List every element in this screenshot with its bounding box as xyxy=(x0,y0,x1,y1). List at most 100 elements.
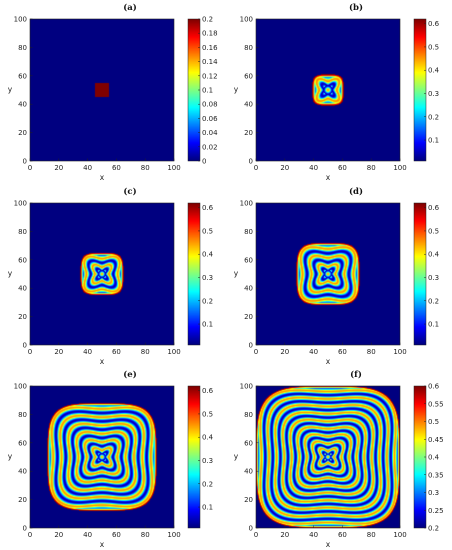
x-tick-label: 0 xyxy=(254,164,258,172)
x-tick-label: 0 xyxy=(28,164,32,172)
colorbar-tick-label: 0.45 xyxy=(428,436,444,444)
colorbar-tick-label: 0.2 xyxy=(202,480,213,488)
colorbar-tick-label: 0.2 xyxy=(428,525,439,533)
plot-frame xyxy=(29,18,175,162)
x-tick-label: 40 xyxy=(83,348,92,356)
y-tick-label: 40 xyxy=(18,468,27,476)
colorbar-tick-label: 0.04 xyxy=(202,129,218,137)
chart-svg: (f) 0 20 40 60 80 100 0 20 40 60 80 100 x y 0.2 0.25 0.3 0… xyxy=(234,369,444,549)
x-tick-label: 100 xyxy=(393,348,406,356)
colorbar-tick-label: 0.4 xyxy=(428,67,440,75)
y-tick-label: 60 xyxy=(244,439,253,447)
y-tick-label: 60 xyxy=(18,439,27,447)
y-tick-label: 80 xyxy=(244,411,253,419)
y-tick-label: 20 xyxy=(18,313,27,321)
colorbar-tick-label: 0.6 xyxy=(428,204,440,212)
chart-svg: (d) 0 20 40 60 80 100 0 20 40 60 80 100 x y 0.1 0.2 0.3 0.… xyxy=(234,186,440,366)
chart-panel: (f) 0 20 40 60 80 100 0 20 40 60 80 100 x y 0.2 0.25 0.3 0… xyxy=(226,367,452,550)
y-axis-label: y xyxy=(8,85,13,94)
colorbar-tick-label: 0.1 xyxy=(428,321,439,329)
y-tick-label: 60 xyxy=(244,72,253,80)
chart-svg: (a) 0 20 40 60 80 100 0 20 40 60 80 100 x y 0 0.02 0.04 0.… xyxy=(8,2,218,182)
colorbar-tick-label: 0.2 xyxy=(428,113,439,121)
x-tick-label: 80 xyxy=(367,164,376,172)
x-tick-label: 40 xyxy=(83,531,92,539)
y-tick-label: 80 xyxy=(18,44,27,52)
chart-panel: (d) 0 20 40 60 80 100 0 20 40 60 80 100 x y 0.1 0.2 0.3 0.… xyxy=(226,184,452,367)
x-tick-label: 100 xyxy=(167,531,180,539)
y-axis-label: y xyxy=(8,269,13,278)
y-tick-label: 20 xyxy=(244,313,253,321)
colorbar-tick-label: 0.5 xyxy=(428,418,439,426)
heatmap-image xyxy=(30,386,174,528)
x-tick-label: 0 xyxy=(254,348,258,356)
y-tick-label: 60 xyxy=(244,256,253,264)
chart-svg: (c) 0 20 40 60 80 100 0 20 40 60 80 100 x y 0.1 0.2 0.3 0.… xyxy=(8,186,214,366)
colorbar-tick-label: 0.6 xyxy=(202,204,214,212)
panel-label: (e) xyxy=(123,369,136,380)
x-axis-label: x xyxy=(326,540,331,549)
y-tick-label: 100 xyxy=(14,16,27,24)
colorbar-tick-label: 0.3 xyxy=(428,489,439,497)
x-tick-label: 100 xyxy=(393,531,406,539)
x-tick-label: 20 xyxy=(54,164,63,172)
colorbar-tick-label: 0.16 xyxy=(202,44,218,52)
y-tick-label: 60 xyxy=(18,256,27,264)
colorbar-tick-label: 0.12 xyxy=(202,72,218,80)
y-tick-label: 40 xyxy=(18,101,27,109)
colorbar-tick-label: 0.3 xyxy=(428,274,439,282)
colorbar-tick-label: 0.18 xyxy=(202,30,218,38)
colorbar-tick-label: 0.6 xyxy=(202,387,214,395)
colorbar-tick-label: 0.1 xyxy=(202,504,213,512)
colorbar-image xyxy=(414,386,426,528)
plot-frame xyxy=(255,385,401,529)
y-tick-label: 40 xyxy=(18,285,27,293)
x-axis-label: x xyxy=(326,357,331,366)
x-tick-label: 80 xyxy=(141,164,150,172)
panel-label: (f) xyxy=(350,369,362,380)
x-axis-label: x xyxy=(100,540,105,549)
x-tick-label: 0 xyxy=(28,531,32,539)
x-tick-label: 100 xyxy=(393,164,406,172)
x-tick-label: 40 xyxy=(309,164,318,172)
heatmap-image xyxy=(256,19,400,161)
colorbar-image xyxy=(414,203,426,345)
x-axis-label: x xyxy=(326,173,331,182)
colorbar-tick-label: 0.1 xyxy=(428,137,439,145)
colorbar-tick-label: 0.08 xyxy=(202,101,218,109)
y-tick-label: 0 xyxy=(249,342,253,350)
colorbar-tick-label: 0.5 xyxy=(428,43,439,51)
colorbar-tick-label: 0.3 xyxy=(202,457,213,465)
colorbar-tick-label: 0.14 xyxy=(202,58,218,66)
y-tick-label: 100 xyxy=(14,383,27,391)
y-axis-label: y xyxy=(234,452,239,461)
y-tick-label: 20 xyxy=(244,129,253,137)
x-tick-label: 60 xyxy=(338,531,347,539)
x-axis-label: x xyxy=(100,357,105,366)
x-tick-label: 40 xyxy=(309,348,318,356)
colorbar-tick-label: 0.4 xyxy=(202,251,214,259)
plot-frame xyxy=(29,202,175,346)
y-tick-label: 80 xyxy=(244,228,253,236)
x-tick-label: 60 xyxy=(112,164,121,172)
colorbar-tick-label: 0.5 xyxy=(202,410,213,418)
x-tick-label: 80 xyxy=(141,531,150,539)
y-axis-label: y xyxy=(234,269,239,278)
y-tick-label: 0 xyxy=(249,158,253,166)
y-tick-label: 0 xyxy=(23,158,27,166)
colorbar-image xyxy=(188,19,200,161)
y-tick-label: 40 xyxy=(244,285,253,293)
colorbar-frame xyxy=(413,202,427,346)
plot-frame xyxy=(255,18,401,162)
x-tick-label: 100 xyxy=(167,348,180,356)
colorbar-tick-label: 0.6 xyxy=(428,383,440,391)
heatmap-image xyxy=(256,203,400,345)
colorbar-tick-label: 0.55 xyxy=(428,400,444,408)
y-axis-label: y xyxy=(8,452,13,461)
x-tick-label: 60 xyxy=(112,531,121,539)
y-axis-label: y xyxy=(234,85,239,94)
colorbar-tick-label: 0.6 xyxy=(428,20,440,28)
x-tick-label: 0 xyxy=(28,348,32,356)
colorbar-tick-label: 0.2 xyxy=(428,297,439,305)
x-tick-label: 20 xyxy=(280,348,289,356)
